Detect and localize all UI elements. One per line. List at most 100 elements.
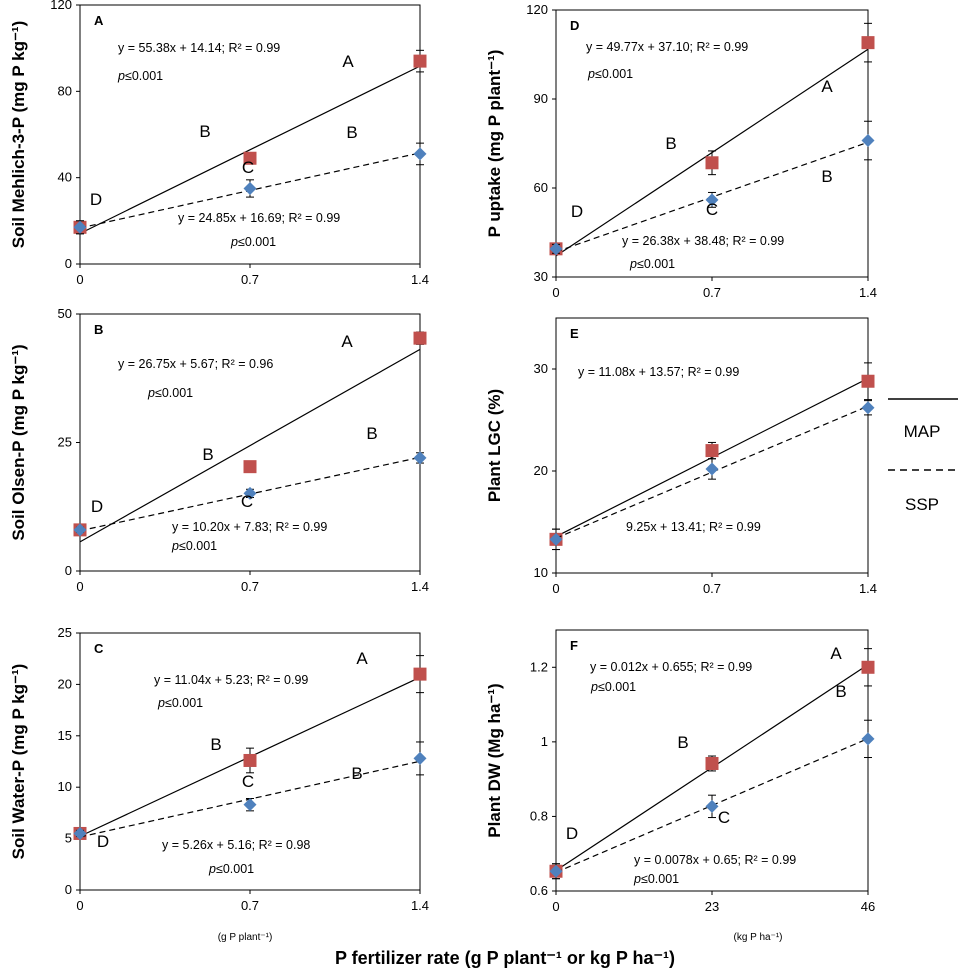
significance-letter: B (366, 424, 377, 443)
map-p-value: p≤0.001 (587, 67, 633, 81)
map-point (413, 331, 427, 345)
ssp-point (243, 798, 257, 812)
x-tick-label: 1.4 (411, 272, 429, 287)
significance-letter: A (342, 52, 354, 71)
y-tick-label: 20 (58, 676, 72, 691)
right-unit-label: (kg P ha⁻¹) (734, 932, 783, 943)
significance-letter: B (351, 764, 362, 783)
ssp-equation: y = 10.20x + 7.83; R² = 0.99 (172, 520, 327, 534)
panel-c: 0 5 10 15 20 25 0 0.7 1.4 C Soil Water-P (mg P kg⁻… (9, 625, 429, 913)
significance-letter: D (91, 497, 103, 516)
ssp-point (243, 181, 257, 195)
y-tick-label: 120 (526, 2, 548, 17)
map-p-value: p≤0.001 (157, 696, 203, 710)
map-point (861, 36, 875, 50)
left-unit-label: (g P plant⁻¹) (218, 932, 273, 943)
x-tick-label: 0.7 (241, 579, 259, 594)
map-point (705, 444, 719, 458)
significance-letter: D (566, 824, 578, 843)
y-tick-label: 80 (58, 83, 72, 98)
ssp-p-value: p≤0.001 (629, 257, 675, 271)
panel-label: E (570, 326, 579, 341)
y-tick-label: 0.6 (530, 883, 548, 898)
significance-letter: A (356, 649, 368, 668)
y-tick-label: 10 (534, 565, 548, 580)
x-tick-label: 0.7 (703, 581, 721, 596)
ssp-point (705, 193, 719, 207)
significance-letter: B (210, 735, 221, 754)
map-point (861, 660, 875, 674)
x-axis-title: P fertilizer rate (g P plant⁻¹ or kg P h… (335, 948, 675, 968)
ssp-point (549, 864, 563, 878)
ssp-point (861, 134, 875, 148)
map-equation: y = 11.04x + 5.23; R² = 0.99 (154, 673, 308, 687)
panel-f: 0.6 0.8 1 1.2 0 23 46 F Plant DW (Mg ha⁻¹) y = 0.… (485, 629, 875, 914)
ssp-point (73, 826, 87, 840)
ssp-point (549, 532, 563, 546)
y-tick-label: 30 (534, 269, 548, 284)
x-tick-label: 1.4 (859, 581, 877, 596)
x-tick-label: 1.4 (859, 285, 877, 300)
significance-letter: C (718, 808, 730, 827)
ssp-p-value: p≤0.001 (171, 539, 217, 553)
panel-label: B (94, 322, 103, 337)
map-point (861, 374, 875, 388)
ssp-point (413, 751, 427, 765)
significance-letter: D (90, 190, 102, 209)
significance-letter: A (821, 77, 833, 96)
x-tick-label: 0 (76, 898, 83, 913)
map-point (243, 151, 257, 165)
significance-letter: C (706, 200, 718, 219)
y-axis-label: Plant DW (Mg ha⁻¹) (485, 683, 504, 837)
panel-d: 30 60 90 120 0 0.7 1.4 D P uptake (mg P plant⁻¹)… (485, 2, 877, 300)
ssp-point (861, 732, 875, 746)
y-tick-label: 0 (65, 563, 72, 578)
y-axis-label: Plant LGC (%) (485, 389, 504, 502)
ssp-p-value: p≤0.001 (208, 862, 254, 876)
ssp-point (73, 523, 87, 537)
map-equation: y = 49.77x + 37.10; R² = 0.99 (586, 40, 748, 54)
y-tick-label: 25 (58, 435, 72, 450)
map-p-value: p≤0.001 (590, 680, 636, 694)
significance-letter: B (202, 445, 213, 464)
map-point (243, 460, 257, 474)
map-equation: y = 55.38x + 14.14; R² = 0.99 (118, 41, 280, 55)
x-tick-label: 0 (552, 899, 559, 914)
x-tick-label: 0.7 (241, 898, 259, 913)
ssp-point (549, 242, 563, 256)
y-tick-label: 120 (50, 0, 72, 12)
y-tick-label: 10 (58, 779, 72, 794)
ssp-point (413, 147, 427, 161)
ssp-point (73, 220, 87, 234)
significance-letter: D (571, 202, 583, 221)
map-equation: y = 26.75x + 5.67; R² = 0.96 (118, 357, 273, 371)
significance-letter: C (242, 772, 254, 791)
y-tick-label: 50 (58, 306, 72, 321)
panel-label: F (570, 638, 578, 653)
significance-letter: C (241, 492, 253, 511)
y-tick-label: 90 (534, 91, 548, 106)
ssp-fit-line (555, 405, 869, 539)
y-tick-label: 20 (534, 463, 548, 478)
map-point (243, 753, 257, 767)
significance-letter: B (665, 134, 676, 153)
panel-b: 0 25 50 0 0.7 1.4 B Soil Olsen-P (mg P kg⁻¹) y =… (9, 306, 429, 594)
y-tick-label: 0 (65, 882, 72, 897)
legend-ssp-label: SSP (905, 495, 939, 514)
significance-letter: A (341, 332, 353, 351)
significance-letter: C (242, 158, 254, 177)
x-tick-label: 0 (552, 581, 559, 596)
panel-label: C (94, 641, 104, 656)
significance-letter: B (346, 123, 357, 142)
ssp-equation: y = 5.26x + 5.16; R² = 0.98 (162, 838, 310, 852)
ssp-p-value: p≤0.001 (230, 235, 276, 249)
map-equation: y = 11.08x + 13.57; R² = 0.99 (578, 365, 739, 379)
map-p-value: p≤0.001 (117, 69, 163, 83)
significance-letter: B (821, 167, 832, 186)
y-axis-label: Soil Mehlich-3-P (mg P kg⁻¹) (9, 21, 28, 248)
significance-letter: B (199, 122, 210, 141)
x-tick-label: 0.7 (703, 285, 721, 300)
map-point (705, 156, 719, 170)
y-tick-label: 60 (534, 180, 548, 195)
